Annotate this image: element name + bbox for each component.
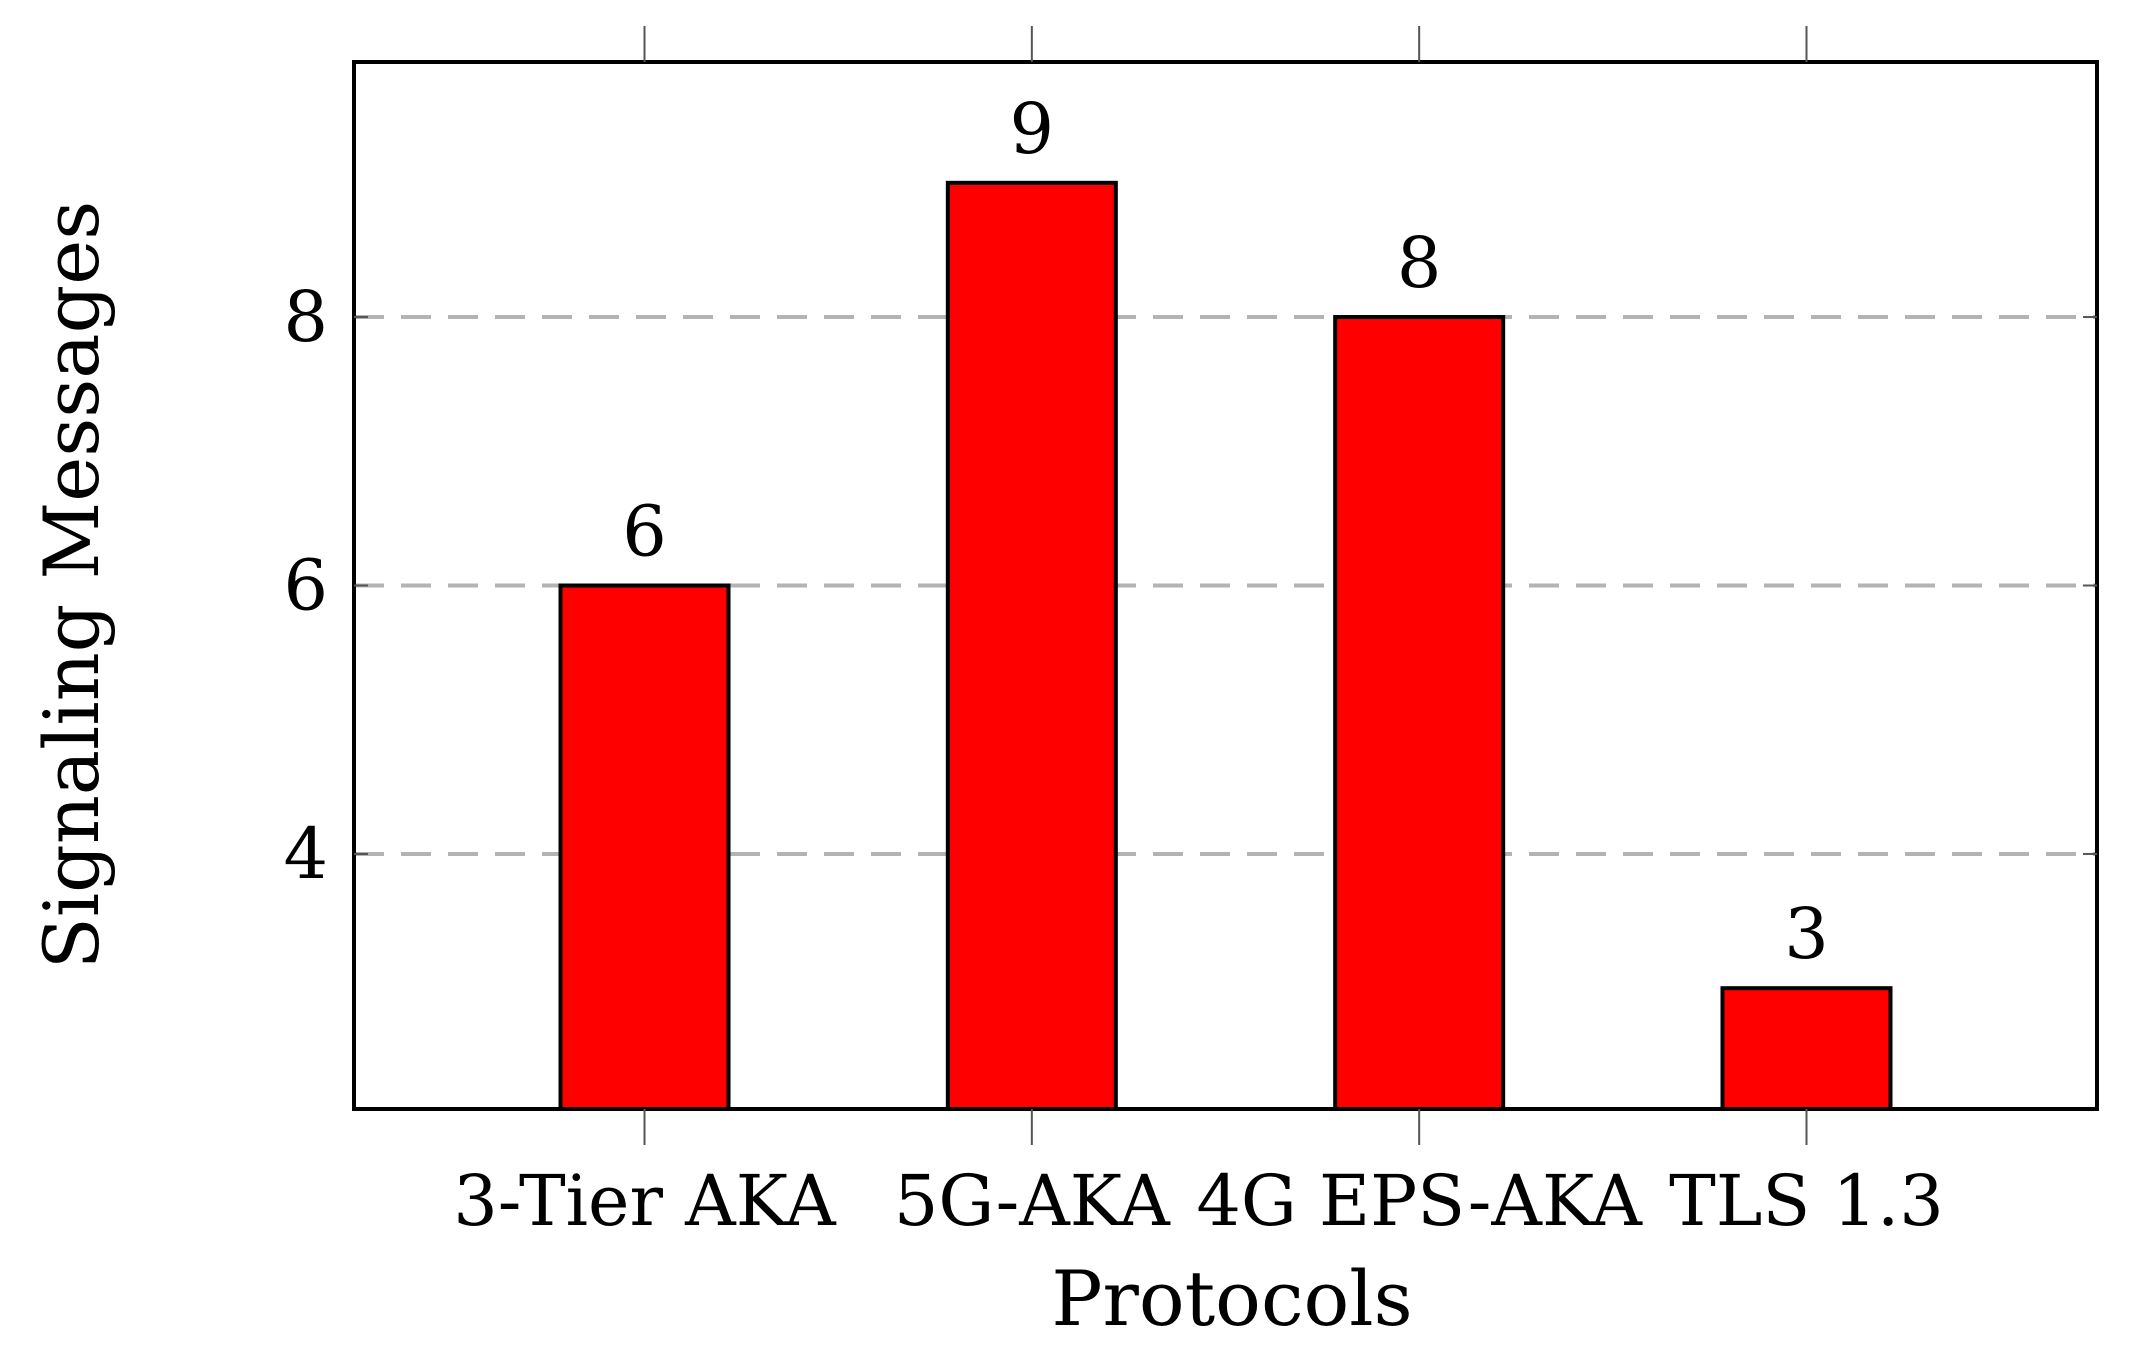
data-labels: 6 9 8 3: [622, 88, 1829, 975]
y-tick-labels: 4 6 8: [283, 276, 328, 895]
bars: [558, 180, 1893, 1112]
data-label: 3: [1784, 893, 1829, 975]
data-label: 6: [622, 491, 667, 573]
x-axis-title: Protocols: [1051, 1254, 1412, 1343]
x-tick-label: 4G EPS-AKA: [1196, 1160, 1643, 1242]
bar: [945, 180, 1118, 1112]
y-tick-label: 6: [283, 545, 328, 627]
y-axis-title: Signaling Messages: [27, 201, 116, 969]
x-tick-label: TLS 1.3: [1669, 1160, 1944, 1242]
data-label: 8: [1397, 222, 1442, 304]
bar: [1720, 986, 1893, 1112]
x-tick-labels: 3-Tier AKA 5G-AKA 4G EPS-AKA TLS 1.3: [453, 1160, 1944, 1242]
tick-marks: [354, 26, 2097, 1145]
bar: [558, 583, 731, 1111]
y-tick-label: 4: [283, 813, 328, 895]
data-label: 9: [1010, 88, 1055, 170]
x-tick-label: 3-Tier AKA: [453, 1160, 837, 1242]
y-tick-label: 8: [283, 276, 328, 358]
x-tick-label: 5G-AKA: [894, 1160, 1171, 1242]
bar: [1333, 315, 1506, 1111]
